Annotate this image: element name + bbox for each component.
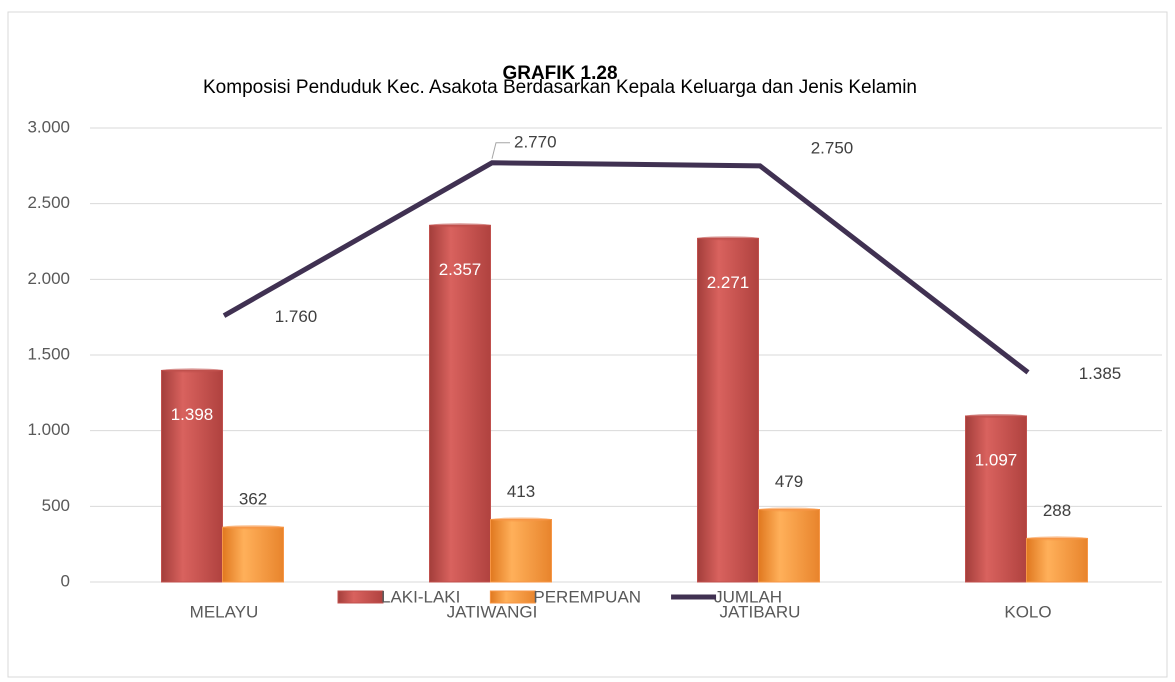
bar-top (222, 525, 284, 530)
value-label: 1.385 (1079, 364, 1122, 383)
value-label: 2.357 (439, 260, 482, 279)
value-label: 479 (775, 472, 803, 491)
bar (161, 369, 223, 583)
value-label: 413 (507, 482, 535, 501)
value-label: 2.271 (707, 273, 750, 292)
legend-label: LAKI-LAKI (381, 587, 460, 606)
legend-swatch (489, 590, 536, 604)
y-tick-label: 2.000 (27, 269, 70, 288)
y-tick-label: 1.000 (27, 420, 70, 439)
x-tick-label: JATIWANGI (447, 602, 538, 621)
chart-title: GRAFIK 1.28 (502, 63, 617, 84)
leader-line (491, 142, 510, 159)
bar (429, 224, 491, 583)
bar-top (758, 507, 820, 512)
value-label: 1.097 (975, 450, 1018, 469)
value-label: 1.398 (171, 405, 214, 424)
bar (222, 526, 284, 583)
bar (490, 518, 552, 583)
y-tick-label: 2.500 (27, 193, 70, 212)
line (222, 160, 1030, 375)
y-tick-label: 1.500 (27, 344, 70, 363)
bar-top (965, 413, 1027, 418)
legend-label: PEREMPUAN (533, 587, 641, 606)
value-label: 2.750 (811, 138, 854, 157)
bar-top (1026, 536, 1088, 541)
bar (965, 415, 1027, 583)
x-tick-label: MELAYU (190, 602, 259, 621)
x-tick-label: JATIBARU (720, 602, 801, 621)
y-tick-label: 3.000 (27, 117, 70, 136)
value-label: 2.770 (514, 132, 557, 151)
bar-top (161, 368, 223, 373)
legend-swatch (337, 590, 384, 604)
value-label: 362 (239, 490, 267, 509)
bar-top (429, 223, 491, 228)
bar (1026, 537, 1088, 583)
y-tick-label: 500 (42, 496, 70, 515)
legend-label: JUMLAH (714, 587, 782, 606)
value-label: 1.760 (275, 307, 318, 326)
y-tick-label: 0 (61, 571, 70, 590)
chart-subtitle: Komposisi Penduduk Kec. Asakota Berdasar… (203, 77, 917, 98)
x-tick-label: KOLO (1004, 602, 1051, 621)
value-label: 288 (1043, 501, 1071, 520)
bar-top (490, 517, 552, 522)
bar (758, 509, 820, 583)
bar-top (697, 236, 759, 241)
bar (697, 237, 759, 583)
